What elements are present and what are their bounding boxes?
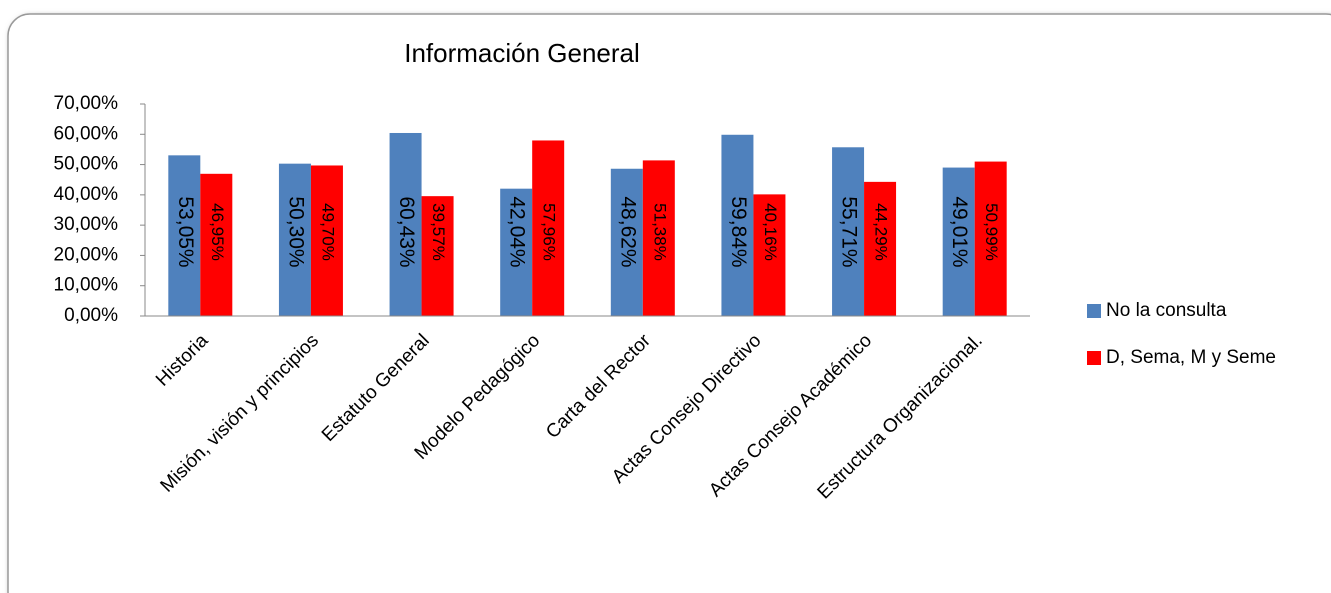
- value-label: 42,04%: [506, 196, 529, 267]
- y-tick-label: 70,00%: [54, 93, 119, 114]
- value-label: 40,16%: [761, 203, 780, 261]
- value-label: 48,62%: [616, 196, 639, 267]
- y-tick-label: 50,00%: [54, 154, 119, 175]
- value-label: 60,43%: [395, 196, 418, 267]
- bar: [389, 132, 422, 316]
- legend-swatch: [1087, 304, 1101, 318]
- bar: [532, 140, 565, 316]
- value-label: 53,05%: [174, 196, 197, 267]
- bar: [200, 173, 233, 316]
- legend-label: No la consulta: [1106, 300, 1227, 321]
- bar: [168, 155, 201, 316]
- value-label: 44,29%: [872, 203, 891, 261]
- value-label: 50,30%: [284, 196, 307, 267]
- y-tick-label: 0,00%: [64, 305, 118, 326]
- y-tick-label: 20,00%: [54, 244, 119, 265]
- value-label: 59,84%: [727, 196, 750, 267]
- legend-label: D, Sema, M y Seme: [1106, 347, 1276, 368]
- bar: [278, 163, 311, 316]
- y-tick-label: 10,00%: [54, 275, 119, 296]
- bar: [721, 134, 754, 316]
- value-label: 46,95%: [208, 203, 227, 261]
- bar: [753, 194, 786, 316]
- bar: [610, 168, 643, 316]
- y-tick-label: 30,00%: [54, 214, 119, 235]
- value-label: 49,70%: [318, 203, 337, 261]
- bar: [832, 147, 865, 316]
- bar: [500, 188, 533, 316]
- value-label: 50,99%: [982, 203, 1001, 261]
- y-tick-label: 40,00%: [54, 184, 119, 205]
- y-tick-label: 60,00%: [54, 123, 119, 144]
- bar: [864, 181, 897, 316]
- bar: [942, 167, 975, 316]
- value-label: 51,38%: [650, 203, 669, 261]
- bar: [642, 160, 675, 316]
- value-label: 39,57%: [429, 203, 448, 261]
- bar: [310, 165, 343, 316]
- value-label: 49,01%: [948, 196, 971, 267]
- chart-title: Información General: [404, 38, 640, 68]
- legend-swatch: [1087, 351, 1101, 365]
- value-label: 55,71%: [838, 196, 861, 267]
- value-label: 57,96%: [540, 203, 559, 261]
- bar: [421, 196, 454, 316]
- bar: [974, 161, 1007, 316]
